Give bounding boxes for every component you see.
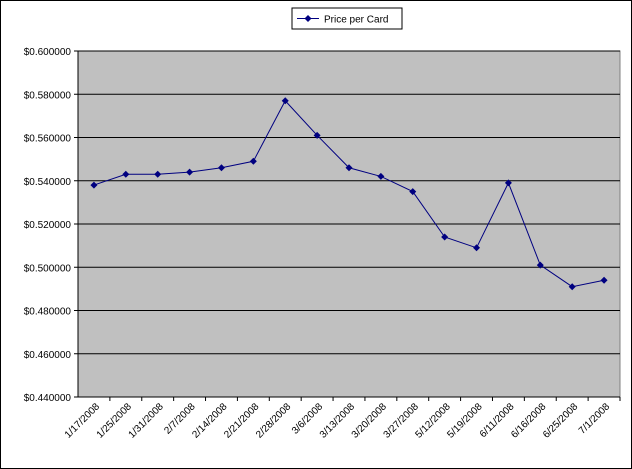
marker xyxy=(409,188,417,196)
y-tick-label: $0.560000 xyxy=(24,134,72,145)
marker xyxy=(90,181,98,189)
marker xyxy=(568,283,576,291)
marker xyxy=(249,157,257,165)
y-tick-label: $0.460000 xyxy=(24,350,72,361)
y-tick-label: $0.600000 xyxy=(24,47,72,58)
marker xyxy=(441,233,449,241)
marker xyxy=(122,170,130,178)
y-tick-label: $0.540000 xyxy=(24,177,72,188)
marker xyxy=(345,164,353,172)
y-tick-label: $0.580000 xyxy=(24,90,72,101)
marker xyxy=(217,164,225,172)
marker xyxy=(504,179,512,187)
y-tick-label: $0.500000 xyxy=(24,263,72,274)
y-tick-label: $0.520000 xyxy=(24,220,72,231)
marker xyxy=(154,170,162,178)
marker xyxy=(377,172,385,180)
y-tick-label: $0.480000 xyxy=(24,307,72,318)
legend-box xyxy=(291,7,403,30)
marker xyxy=(536,261,544,269)
marker xyxy=(473,244,481,252)
marker xyxy=(600,276,608,284)
legend-marker xyxy=(304,15,312,22)
marker xyxy=(186,168,194,176)
y-tick-label: $0.440000 xyxy=(24,393,72,404)
marker xyxy=(313,131,321,139)
marker xyxy=(281,97,289,105)
legend-label: Price per Card xyxy=(324,15,388,26)
